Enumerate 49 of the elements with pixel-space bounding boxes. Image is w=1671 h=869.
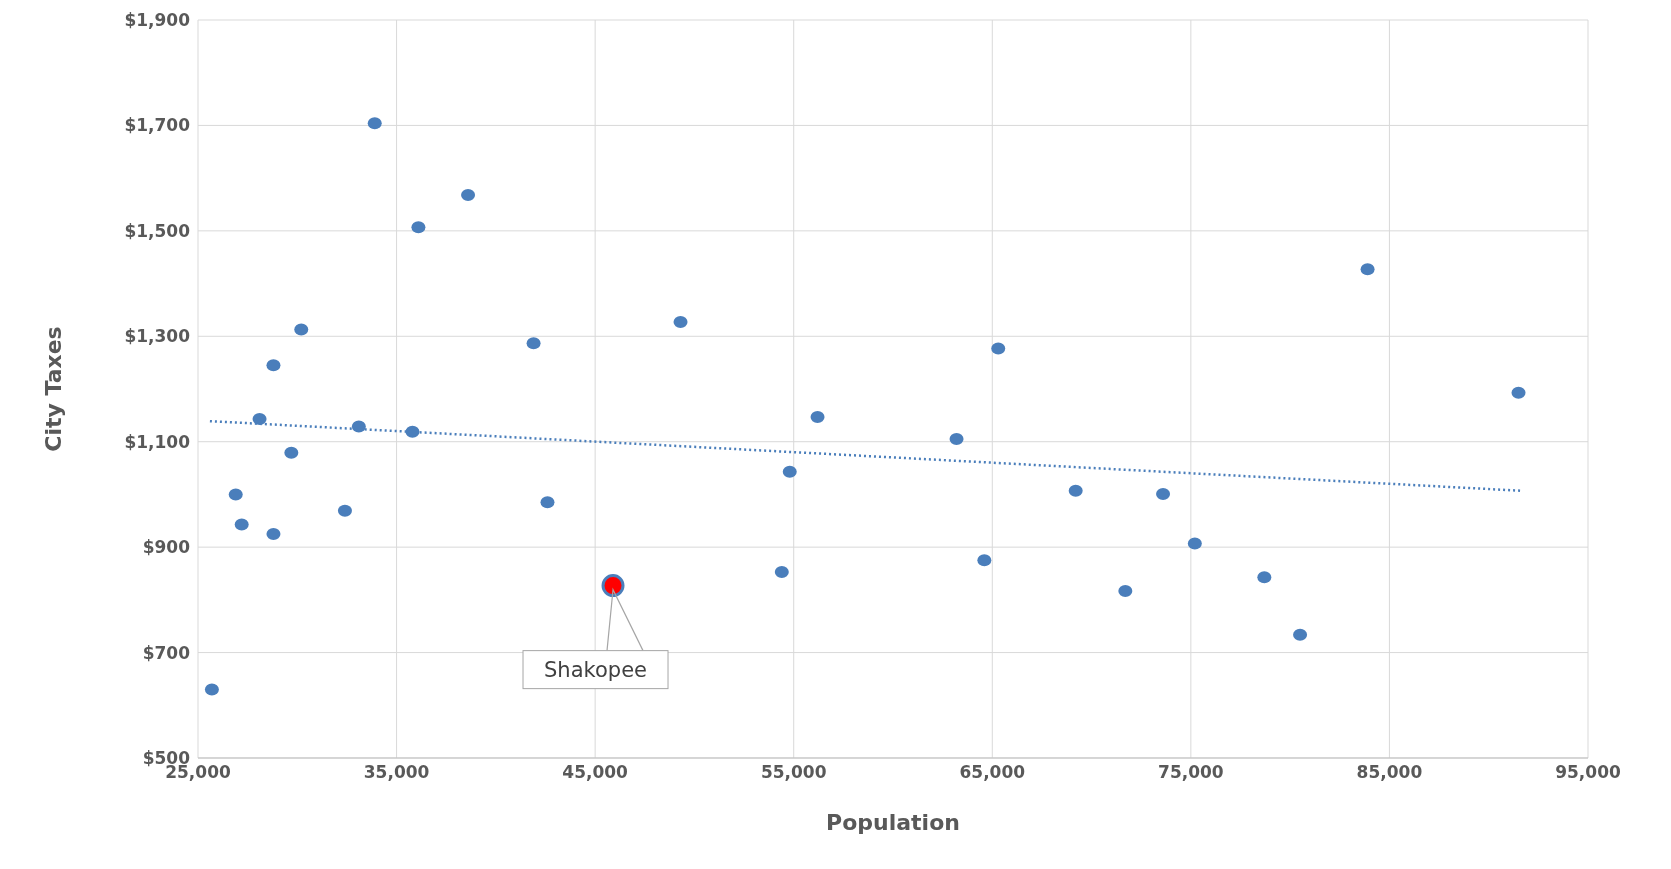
point — [601, 574, 625, 598]
point — [234, 518, 249, 531]
point — [1118, 584, 1133, 597]
x-axis-title: Population — [826, 810, 960, 835]
point — [405, 425, 420, 438]
point — [252, 413, 267, 426]
x-tick-label: 35,000 — [363, 762, 430, 783]
y-tick-label: $700 — [142, 642, 191, 663]
point — [1156, 487, 1171, 500]
x-tick-label: 45,000 — [562, 762, 629, 783]
point — [1511, 386, 1526, 399]
point — [1187, 537, 1202, 550]
y-tick-label: $1,100 — [124, 431, 191, 452]
y-tick-label: $1,300 — [124, 326, 191, 347]
point — [367, 117, 382, 130]
point — [337, 504, 352, 517]
point — [540, 496, 555, 509]
x-tick-label: 95,000 — [1555, 762, 1621, 783]
y-tick-label: $1,700 — [124, 115, 191, 136]
x-tick-label: 55,000 — [760, 762, 827, 783]
x-tick-label: 85,000 — [1356, 762, 1423, 783]
point — [461, 189, 476, 202]
point — [1293, 628, 1308, 641]
point — [991, 342, 1006, 355]
point — [284, 446, 299, 459]
point — [228, 488, 243, 501]
point — [1360, 263, 1375, 276]
point — [204, 683, 219, 696]
point — [351, 420, 366, 433]
text: Shakopee — [544, 657, 647, 682]
y-tick-label: $900 — [142, 537, 191, 558]
point — [774, 565, 789, 578]
point — [411, 221, 426, 234]
point — [1257, 571, 1272, 584]
point — [810, 410, 825, 423]
point — [294, 323, 309, 336]
point — [1068, 484, 1083, 497]
point — [782, 465, 797, 478]
point — [526, 337, 541, 350]
x-tick-label: 75,000 — [1158, 762, 1224, 783]
point — [977, 554, 992, 567]
y-axis-title: City Taxes — [40, 326, 66, 452]
y-tick-label: $1,900 — [124, 10, 191, 31]
point — [266, 527, 281, 540]
x-tick-label: 65,000 — [959, 762, 1026, 783]
point — [673, 316, 688, 329]
point — [949, 433, 964, 446]
y-tick-label: $1,500 — [124, 220, 191, 241]
point — [266, 359, 281, 372]
